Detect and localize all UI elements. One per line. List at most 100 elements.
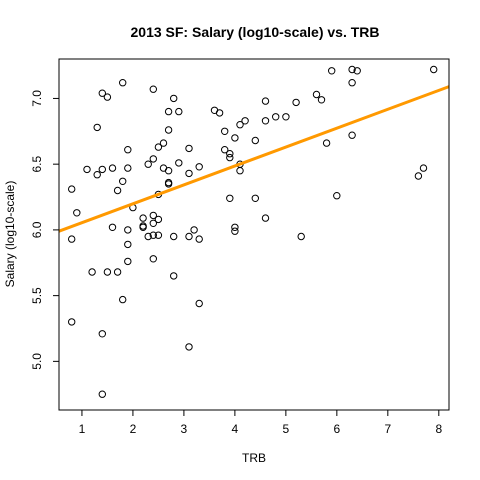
- x-tick-label: 6: [333, 422, 340, 436]
- data-point: [144, 160, 152, 168]
- x-axis: 1 2 3 4 5 6 7 8: [79, 410, 442, 436]
- data-point: [348, 65, 356, 74]
- x-tick-label: 3: [181, 422, 188, 436]
- data-point: [353, 67, 361, 75]
- data-point: [185, 232, 193, 241]
- data-point: [170, 232, 178, 241]
- data-point: [68, 185, 76, 193]
- data-point: [164, 180, 173, 188]
- data-point: [226, 194, 234, 203]
- x-tick-label: 2: [130, 422, 137, 436]
- data-point: [170, 94, 178, 103]
- data-point: [149, 231, 158, 239]
- data-point: [73, 209, 81, 217]
- data-point: [159, 139, 168, 147]
- x-axis-label: TRB: [242, 451, 266, 465]
- data-point: [328, 67, 336, 75]
- data-point: [124, 226, 132, 234]
- data-point: [261, 97, 270, 105]
- data-point: [312, 90, 321, 99]
- x-tick-label: 1: [79, 422, 86, 436]
- regression-line: [58, 85, 450, 233]
- data-point: [226, 150, 234, 158]
- data-point: [149, 155, 158, 163]
- data-point: [292, 98, 300, 107]
- data-point: [185, 343, 193, 351]
- data-point: [195, 299, 203, 308]
- data-point: [175, 107, 183, 116]
- x-tick-label: 4: [232, 422, 239, 436]
- data-point: [149, 211, 158, 220]
- data-point: [241, 117, 249, 125]
- data-point: [164, 126, 173, 134]
- data-point: [139, 223, 147, 232]
- data-point: [185, 169, 193, 178]
- data-point: [93, 123, 101, 132]
- data-point: [430, 65, 438, 74]
- data-point: [139, 214, 147, 222]
- data-point: [88, 268, 96, 276]
- data-point: [124, 146, 132, 154]
- data-point: [221, 146, 229, 154]
- x-tick-label: 8: [435, 422, 442, 436]
- data-point: [190, 226, 198, 234]
- data-point: [149, 85, 158, 93]
- data-point: [154, 231, 163, 239]
- data-point: [98, 89, 107, 97]
- data-point: [221, 127, 229, 136]
- data-point: [251, 136, 260, 145]
- data-point: [226, 153, 234, 162]
- data-point: [119, 295, 127, 304]
- data-point: [215, 109, 224, 117]
- data-point: [175, 159, 183, 167]
- data-point: [108, 164, 117, 172]
- data-point: [68, 235, 76, 243]
- data-point: [322, 139, 331, 147]
- data-point: [119, 79, 127, 87]
- x-tick-label: 7: [384, 422, 391, 436]
- data-point: [119, 177, 127, 186]
- data-point: [108, 223, 117, 232]
- data-point: [98, 330, 107, 338]
- y-tick-label: 6.0: [30, 221, 44, 238]
- data-point: [261, 214, 270, 222]
- data-point: [231, 134, 239, 142]
- y-axis: 5.0 5.5 6.0 6.5 7.0: [30, 90, 59, 370]
- y-axis-label: Salary (log10-scale): [3, 181, 17, 288]
- data-point: [236, 167, 244, 175]
- data-point: [185, 144, 193, 153]
- data-point: [231, 223, 239, 232]
- data-point: [164, 107, 173, 116]
- data-point: [154, 143, 163, 151]
- data-point: [236, 121, 244, 129]
- chart-title: 2013 SF: Salary (log10-scale) vs. TRB: [131, 24, 380, 40]
- data-point: [149, 219, 158, 228]
- data-point: [272, 113, 280, 121]
- data-point: [419, 164, 428, 172]
- x-tick-label: 5: [283, 422, 290, 436]
- data-point: [98, 165, 107, 174]
- data-point: [297, 232, 305, 241]
- data-point: [348, 79, 356, 87]
- data-point: [348, 131, 356, 139]
- data-point: [83, 165, 91, 174]
- y-tick-label: 5.0: [30, 353, 44, 370]
- plot-frame: [58, 58, 450, 411]
- data-point: [164, 167, 173, 175]
- data-point: [113, 268, 122, 276]
- data-point: [154, 215, 163, 224]
- y-tick-label: 5.5: [30, 287, 44, 304]
- data-point: [195, 163, 203, 171]
- data-point: [144, 232, 152, 241]
- data-point: [103, 268, 112, 276]
- data-point: [113, 186, 122, 195]
- data-point: [93, 171, 101, 179]
- data-point: [195, 235, 203, 243]
- data-point: [124, 164, 132, 172]
- data-point: [251, 194, 260, 203]
- regression-line-group: [58, 85, 450, 233]
- data-point: [98, 390, 107, 398]
- data-point: [282, 113, 290, 121]
- data-point: [170, 272, 178, 280]
